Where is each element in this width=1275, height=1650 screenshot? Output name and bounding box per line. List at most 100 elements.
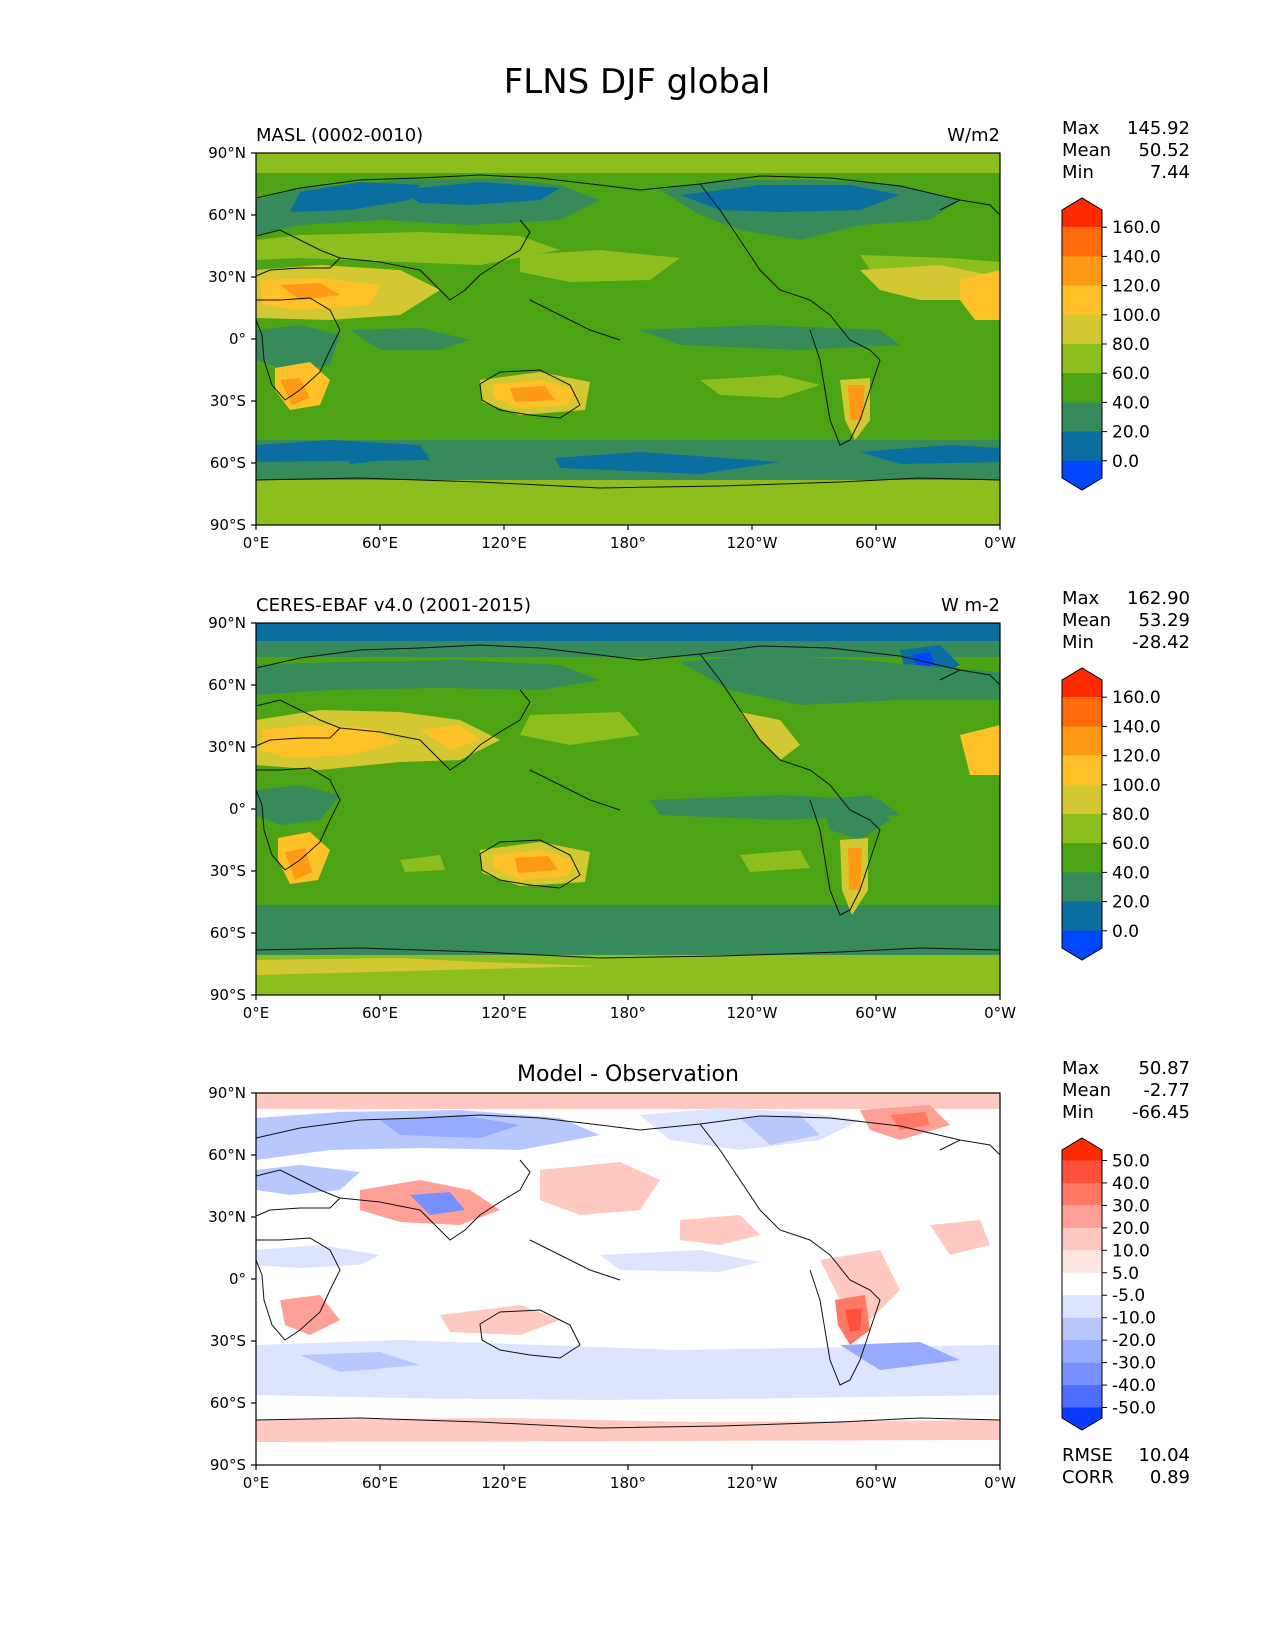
colorbar-label: 10.0 — [1112, 1241, 1150, 1261]
field-north-america-low — [680, 185, 900, 212]
colorbar-segment — [1062, 1317, 1102, 1341]
lat-tick-label: 60°S — [210, 1394, 246, 1412]
field-atlantic-high — [860, 265, 990, 300]
colorbar-label: 100.0 — [1112, 776, 1161, 796]
lon-tick-label: 0°E — [243, 534, 270, 552]
lon-tick-label: 180° — [610, 1474, 646, 1492]
field-pacific — [520, 250, 680, 282]
colorbar-segment — [1062, 285, 1102, 316]
coastlines — [255, 1114, 1001, 1429]
field-greenland-min — [912, 652, 935, 668]
figure-title: FLNS DJF global — [504, 62, 771, 102]
lat-tick-label: 0° — [229, 1270, 246, 1288]
colorbar-label: 30.0 — [1112, 1196, 1150, 1216]
colorbar-outline — [1061, 197, 1103, 491]
colorbar-outline — [1061, 667, 1103, 961]
colorbar-segment — [1062, 198, 1102, 228]
colorbar-segment — [1062, 901, 1102, 932]
field-southern-ocean — [256, 905, 1000, 955]
field-amazon — [820, 795, 890, 840]
stat-mean-label: Mean — [1062, 140, 1111, 161]
lon-tick-label: 0°E — [243, 1004, 270, 1022]
field-pos-andes-core — [845, 1308, 862, 1332]
colorbar-label: 80.0 — [1112, 805, 1150, 825]
panel-difference: Model - Observation — [208, 1058, 1190, 1492]
colorbar-segment — [1062, 784, 1102, 815]
colorbar-segment — [1062, 726, 1102, 757]
lat-axis: 90°N 60°N 30°N 0° 30°S 60°S 90°S — [208, 614, 246, 1004]
colorbar-segment — [1062, 1205, 1102, 1229]
field-tropics — [256, 785, 340, 825]
colorbar-segment — [1062, 1407, 1102, 1430]
field-west-sahara — [960, 270, 1000, 320]
field-arctic — [256, 1093, 1000, 1109]
lon-tick-label: 60°W — [855, 1004, 897, 1022]
colorbar-label: 20.0 — [1112, 423, 1150, 443]
lon-tick-label: 60°W — [855, 534, 897, 552]
lat-tick-label: 90°N — [208, 1084, 246, 1102]
field-midlat — [256, 232, 560, 265]
stat-min-label: Min — [1062, 1102, 1094, 1123]
colorbar-label: 140.0 — [1112, 247, 1161, 267]
rmse-value: 10.04 — [1138, 1445, 1190, 1466]
colorbar-label: 5.0 — [1112, 1264, 1139, 1284]
stat-max-label: Max — [1062, 118, 1100, 139]
panel-units: W/m2 — [947, 125, 1000, 146]
colorbar-label: -50.0 — [1112, 1399, 1156, 1419]
lon-tick-label: 120°E — [481, 534, 527, 552]
colorbar-label: -20.0 — [1112, 1331, 1156, 1351]
panel-center-title: Model - Observation — [517, 1062, 739, 1087]
lat-tick-label: 90°N — [208, 144, 246, 162]
lon-tick-label: 120°E — [481, 1474, 527, 1492]
lat-axis: 90°N 60°N 30°N 0° 30°S 60°S 90°S — [208, 144, 246, 534]
lat-tick-label: 0° — [229, 330, 246, 348]
coastlines — [255, 644, 1001, 959]
colorbar-segment — [1062, 1160, 1102, 1184]
panel-model: MASL (0002-0010) W/m2 — [208, 118, 1190, 552]
stat-min-value: -66.45 — [1132, 1102, 1190, 1123]
colorbar-segment — [1062, 1250, 1102, 1274]
lon-tick-label: 120°W — [727, 1474, 778, 1492]
lat-tick-label: 90°S — [210, 986, 246, 1004]
colorbar-label: 40.0 — [1112, 393, 1150, 413]
colorbar-segment — [1062, 1138, 1102, 1161]
stat-mean-value: -2.77 — [1143, 1080, 1190, 1101]
lat-tick-label: 60°S — [210, 454, 246, 472]
corr-value: 0.89 — [1150, 1467, 1190, 1488]
field-low-band — [340, 444, 430, 464]
panel-observation: CERES-EBAF v4.0 (2001-2015) W m-2 — [208, 588, 1190, 1022]
panel-units: W m-2 — [941, 595, 1000, 616]
stats-block: Max 145.92 Mean 50.52 Min 7.44 — [1062, 118, 1190, 183]
colorbar-label: 20.0 — [1112, 893, 1150, 913]
field-antarctic-high — [256, 958, 600, 975]
colorbar-segment — [1062, 1227, 1102, 1251]
stat-mean-value: 53.29 — [1138, 610, 1190, 631]
stat-max-value: 145.92 — [1127, 118, 1190, 139]
stat-mean-label: Mean — [1062, 610, 1111, 631]
field-neg-europe — [256, 1165, 360, 1195]
colorbar-label: 100.0 — [1112, 306, 1161, 326]
field-mexico — [740, 712, 800, 760]
colorbar-segment — [1062, 930, 1102, 960]
field-tropics — [350, 328, 470, 350]
colorbar-segment — [1062, 373, 1102, 403]
field-pos-australia — [440, 1305, 560, 1335]
lat-tick-label: 30°N — [208, 1208, 246, 1226]
lon-axis: 0°E 60°E 120°E 180° 120°W 60°W 0°W — [243, 1474, 1016, 1492]
field-south-pacific — [700, 375, 820, 398]
stat-min-label: Min — [1062, 632, 1094, 653]
lat-tick-label: 30°N — [208, 738, 246, 756]
colorbar-label: 50.0 — [1112, 1151, 1150, 1171]
field-neg-tropics — [600, 1250, 760, 1272]
lon-tick-label: 60°E — [362, 1004, 398, 1022]
stats-block: Max 50.87 Mean -2.77 Min -66.45 — [1062, 1058, 1190, 1123]
field-indian-ocean — [400, 855, 445, 872]
lat-tick-label: 30°N — [208, 268, 246, 286]
field-neg-siberia-core — [380, 1115, 520, 1138]
field-siberia-low — [400, 182, 560, 205]
field-west-sahara — [960, 725, 1000, 775]
colorbar-segment — [1062, 1385, 1102, 1409]
colorbar-label: 0.0 — [1112, 452, 1139, 472]
lat-tick-label: 0° — [229, 800, 246, 818]
